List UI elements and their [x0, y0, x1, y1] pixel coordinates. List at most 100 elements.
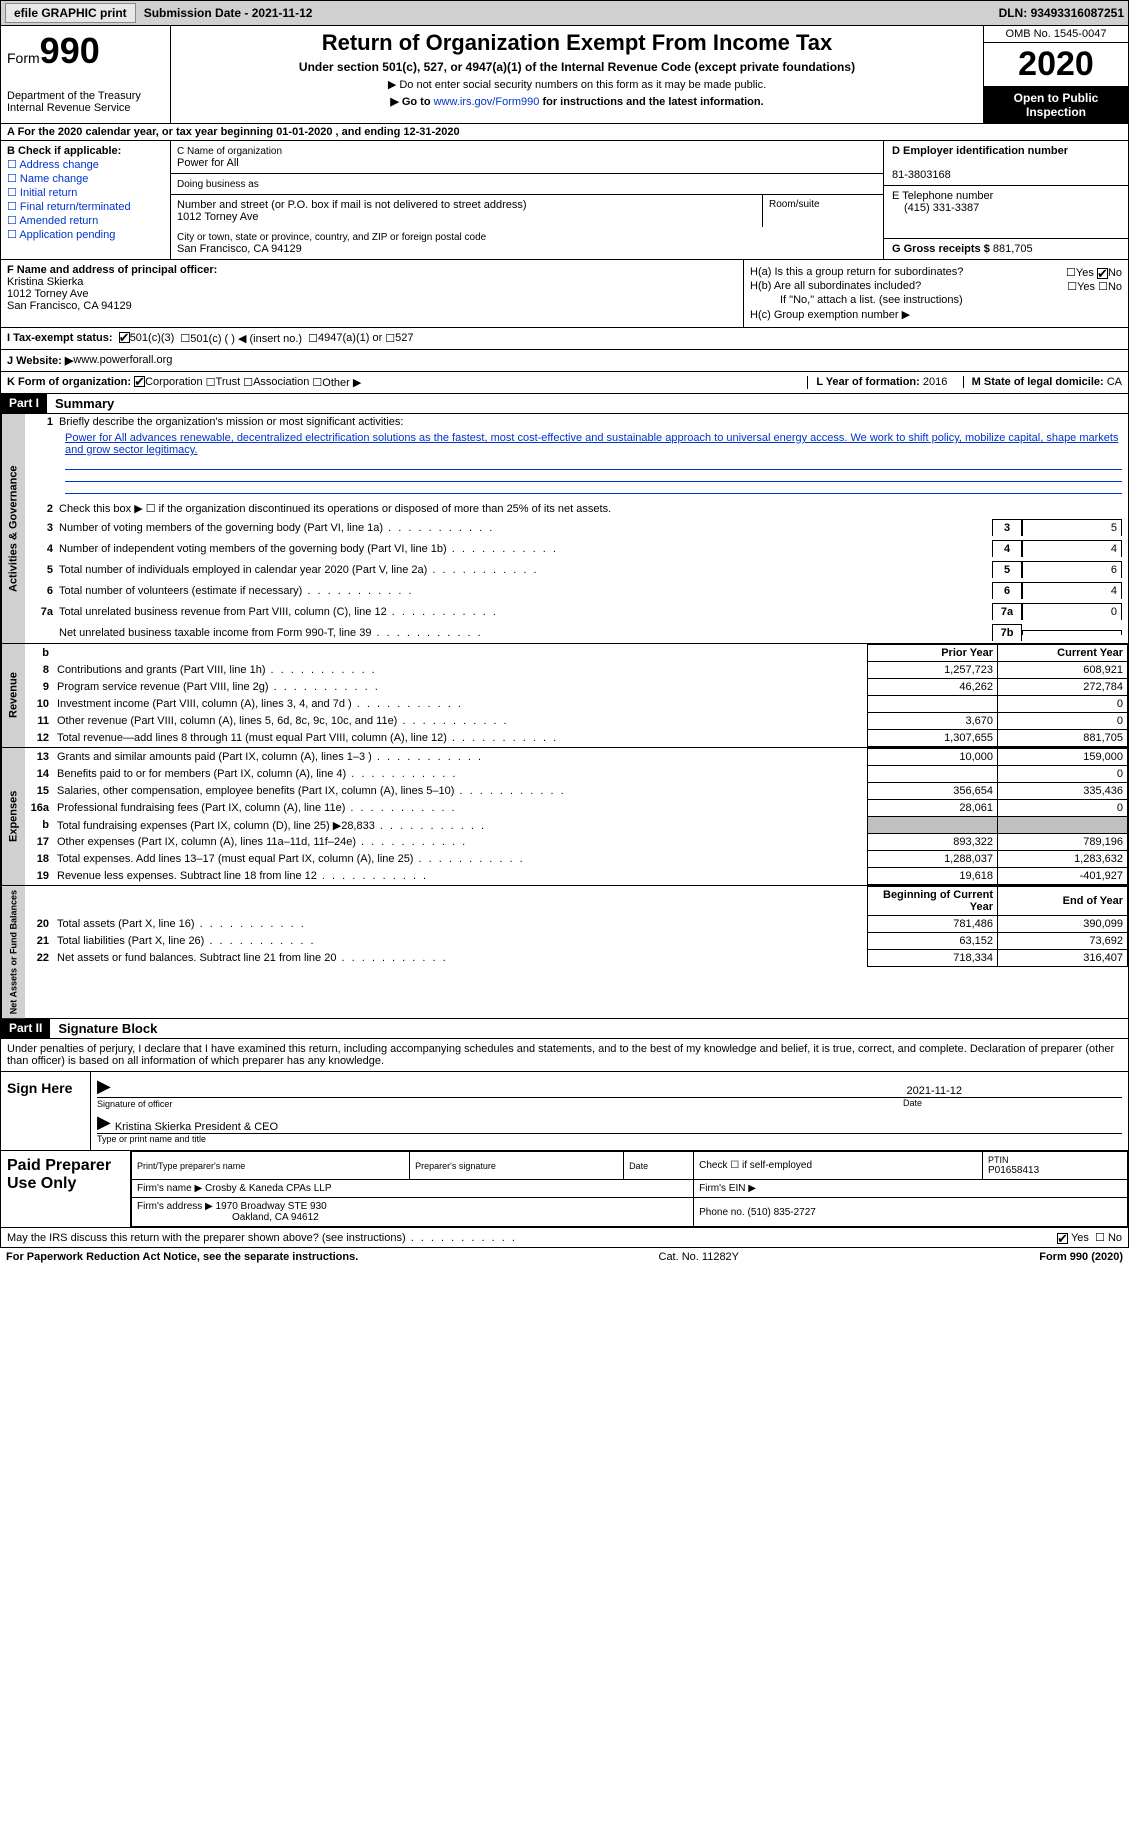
current-year-val: 1,283,632 — [998, 851, 1128, 868]
opt-name-change[interactable]: ☐ Name change — [7, 172, 164, 185]
blank-header — [53, 645, 868, 662]
exp-content: 13 Grants and similar amounts paid (Part… — [25, 748, 1128, 885]
discuss-text: May the IRS discuss this return with the… — [7, 1232, 517, 1244]
line-5: 5 Total number of individuals employed i… — [25, 559, 1128, 580]
row-txt: Other revenue (Part VIII, column (A), li… — [53, 713, 868, 730]
table-row: 14 Benefits paid to or for members (Part… — [25, 766, 1128, 783]
cat-number: Cat. No. 11282Y — [659, 1251, 740, 1263]
prior-year-val: 28,061 — [868, 800, 998, 817]
row-txt: Net assets or fund balances. Subtract li… — [53, 950, 868, 967]
block-net-assets: Net Assets or Fund Balances Beginning of… — [0, 886, 1129, 1019]
current-year-val: 0 — [998, 696, 1128, 713]
addr-row: Number and street (or P.O. box if mail i… — [171, 195, 883, 227]
part1-header: Part I — [1, 394, 47, 413]
col-b-checkboxes: B Check if applicable: ☐ Address change … — [1, 141, 171, 259]
current-year-val: 335,436 — [998, 783, 1128, 800]
table-row: 17 Other expenses (Part IX, column (A), … — [25, 834, 1128, 851]
col-f-officer: F Name and address of principal officer:… — [1, 260, 743, 327]
org-name-cell: C Name of organization Power for All — [171, 141, 883, 174]
form-subtitle: Under section 501(c), 527, or 4947(a)(1)… — [177, 60, 977, 74]
gross-value: 881,705 — [993, 243, 1033, 255]
tel-value: (415) 331-3387 — [892, 202, 979, 214]
table-row: 15 Salaries, other compensation, employe… — [25, 783, 1128, 800]
goto-suffix: for instructions and the latest informat… — [542, 96, 763, 108]
dln-label: DLN: — [999, 6, 1031, 20]
prior-year-val: 893,322 — [868, 834, 998, 851]
street-cell: Number and street (or P.O. box if mail i… — [171, 195, 763, 227]
vtab-revenue: Revenue — [1, 644, 25, 747]
corp-checkbox[interactable] — [134, 376, 145, 387]
street-value: 1012 Torney Ave — [177, 211, 259, 223]
discuss-no: No — [1108, 1232, 1122, 1244]
part1-title: Summary — [47, 394, 122, 413]
txt: Total unrelated business revenue from Pa… — [59, 606, 992, 618]
form-ref: Form 990 (2020) — [1039, 1251, 1123, 1263]
discuss-yes-checkbox[interactable] — [1057, 1233, 1068, 1244]
prep-ptin-cell: PTIN P01658413 — [983, 1152, 1128, 1180]
net-header-row: Beginning of Current Year End of Year — [25, 887, 1128, 916]
firm-phone-cell: Phone no. (510) 835-2727 — [694, 1198, 1128, 1227]
section-bcd: B Check if applicable: ☐ Address change … — [0, 141, 1129, 260]
prep-sig-cell: Preparer's signature — [410, 1152, 624, 1180]
table-row: 19 Revenue less expenses. Subtract line … — [25, 868, 1128, 885]
officer-sig-line: ▶ 2021-11-12 — [97, 1078, 1122, 1098]
table-row: 10 Investment income (Part VIII, column … — [25, 696, 1128, 713]
rev-header-row: b Prior Year Current Year — [25, 645, 1128, 662]
firm-addr1: 1970 Broadway STE 930 — [216, 1201, 327, 1212]
row-txt: Professional fundraising fees (Part IX, … — [53, 800, 868, 817]
block-expenses: Expenses 13 Grants and similar amounts p… — [0, 748, 1129, 886]
table-row: 16a Professional fundraising fees (Part … — [25, 800, 1128, 817]
th-prior-year: Prior Year — [868, 645, 998, 662]
prior-year-val: 356,654 — [868, 783, 998, 800]
opt-amended-return[interactable]: ☐ Amended return — [7, 214, 164, 227]
ha-no: No — [1108, 267, 1122, 279]
firm-ein-cell: Firm's EIN ▶ — [694, 1180, 1128, 1198]
sig-labels: Signature of officer Date — [97, 1098, 1122, 1110]
l1-text: Briefly describe the organization's miss… — [59, 416, 1122, 428]
ha-no-checkbox[interactable] — [1097, 268, 1108, 279]
preparer-table: Print/Type preparer's name Preparer's si… — [131, 1151, 1128, 1227]
th-current-year: Current Year — [998, 645, 1128, 662]
city-label: City or town, state or province, country… — [177, 232, 486, 243]
block-activities-governance: Activities & Governance 1 Briefly descri… — [0, 414, 1129, 644]
box-n: 7a — [992, 603, 1022, 620]
blank-line-1 — [65, 458, 1122, 470]
b-label: b — [25, 645, 53, 662]
line-7b: Net unrelated business taxable income fr… — [25, 622, 1128, 643]
current-year-val: 0 — [998, 713, 1128, 730]
opt-initial-return[interactable]: ☐ Initial return — [7, 186, 164, 199]
txt: Number of independent voting members of … — [59, 543, 992, 555]
num: 4 — [31, 543, 59, 555]
ha-yn: ☐Yes No — [1066, 266, 1122, 279]
row-txt: Other expenses (Part IX, column (A), lin… — [53, 834, 868, 851]
table-row: b Total fundraising expenses (Part IX, c… — [25, 817, 1128, 834]
current-year-val — [998, 817, 1128, 834]
net-content: Beginning of Current Year End of Year 20… — [25, 886, 1128, 1018]
rev-content: b Prior Year Current Year 8 Contribution… — [25, 644, 1128, 747]
row-num: 19 — [25, 868, 53, 885]
hb-note: If "No," attach a list. (see instruction… — [750, 294, 1122, 306]
open-inspection: Open to Public Inspection — [984, 87, 1128, 123]
prior-year-val: 10,000 — [868, 749, 998, 766]
th-beginning-year: Beginning of Current Year — [868, 887, 998, 916]
row-num: 9 — [25, 679, 53, 696]
year-formation-label: L Year of formation: — [816, 376, 923, 388]
irs-link[interactable]: www.irs.gov/Form990 — [434, 96, 540, 108]
l2-num: 2 — [31, 503, 59, 515]
opt-4947: 4947(a)(1) or — [318, 332, 382, 345]
txt: Total number of individuals employed in … — [59, 564, 992, 576]
501c3-checkbox[interactable] — [119, 332, 130, 343]
firm-name: Crosby & Kaneda CPAs LLP — [205, 1183, 332, 1194]
form-header: Form990 Department of the Treasury Inter… — [0, 26, 1129, 124]
opt-address-change[interactable]: ☐ Address change — [7, 158, 164, 171]
opt-application-pending[interactable]: ☐ Application pending — [7, 228, 164, 241]
row-txt: Benefits paid to or for members (Part IX… — [53, 766, 868, 783]
row-i-tax-exempt: I Tax-exempt status: 501(c)(3) ☐ 501(c) … — [0, 328, 1129, 350]
opt-final-return[interactable]: ☐ Final return/terminated — [7, 200, 164, 213]
box-v: 4 — [1022, 582, 1122, 599]
hb-yes: Yes — [1077, 281, 1095, 293]
state-domicile: CA — [1107, 376, 1122, 388]
table-row: 18 Total expenses. Add lines 13–17 (must… — [25, 851, 1128, 868]
efile-button[interactable]: efile GRAPHIC print — [5, 3, 136, 23]
prep-row-1: Print/Type preparer's name Preparer's si… — [132, 1152, 1128, 1180]
